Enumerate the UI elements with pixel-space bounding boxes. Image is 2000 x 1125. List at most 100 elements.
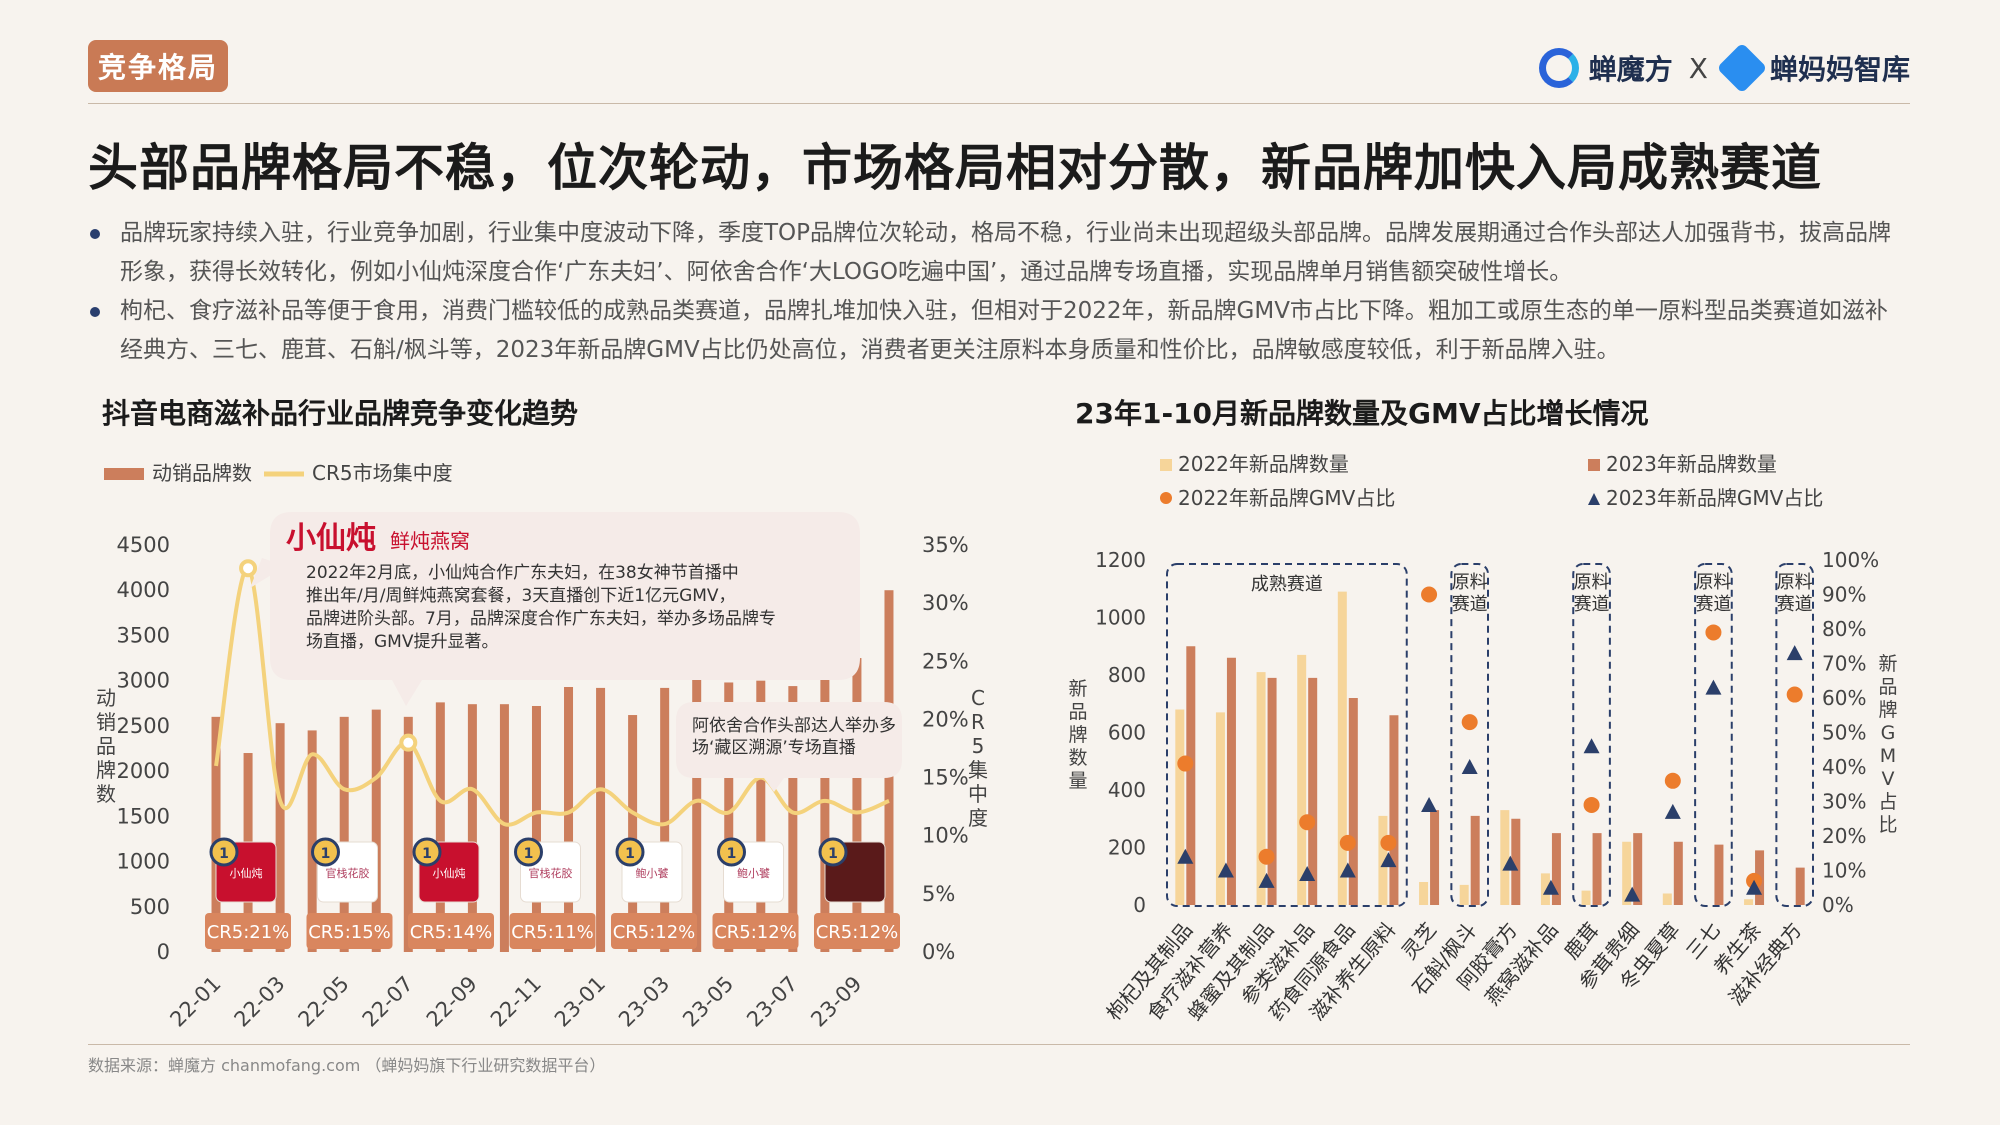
y2-tick-label: 80% <box>1822 617 1866 641</box>
point-2023-gmv-share <box>1380 852 1397 868</box>
left-chart: 动销品牌数 CR5市场集中度 0 500 1000 1500 2000 2500 3000 350… <box>96 461 988 1032</box>
right-chart: 2022年新品牌数量 2023年新品牌数量 2022年新品牌GMV占比 2023年新品… <box>1068 452 1897 1025</box>
right-chart-title: 23年1-10月新品牌数量及GMV占比增长情况 <box>1075 397 1649 430</box>
y2-axis-title: C R 5 集中度 <box>968 686 988 830</box>
legend-swatch-2022-gmv <box>1160 492 1172 504</box>
y2-tick-label: 30% <box>922 591 969 615</box>
cr5-badge <box>306 913 393 949</box>
brand-name-2: 蝉妈妈智库 <box>1769 53 1910 86</box>
point-2023-gmv-share <box>1177 848 1194 864</box>
point-2022-gmv-share <box>1664 772 1681 789</box>
bullet-item: 品牌玩家持续入驻，行业竞争加剧，行业集中度波动下降，季度TOP品牌位次轮动，格局… <box>88 214 1908 292</box>
bar-2023-new-brands <box>1795 867 1805 905</box>
y2-tick-label: 50% <box>1822 721 1866 745</box>
medal-rank: 1 <box>727 846 737 862</box>
point-2023-gmv-share <box>1746 879 1763 895</box>
y2-tick-label: 20% <box>1822 824 1866 848</box>
medal-rank: 1 <box>422 846 432 862</box>
cr5-highlight-point <box>399 733 418 752</box>
point-2023-gmv-share <box>1339 862 1356 878</box>
x-tick-label: 23-01 <box>550 972 610 1032</box>
y2-tick-label: 90% <box>1822 583 1866 607</box>
callout-box-2 <box>676 702 902 792</box>
cr5-badge-label: CR5:21% <box>207 922 290 943</box>
segment-box <box>1572 563 1611 907</box>
y2-tick-label: 15% <box>922 766 969 790</box>
bar-2022-new-brands <box>1459 884 1469 905</box>
x-tick-label: 22-01 <box>165 972 225 1032</box>
point-2022-gmv-share <box>1299 814 1316 831</box>
y2-tick-label: 100% <box>1822 548 1879 572</box>
y-tick-label: 500 <box>130 895 170 919</box>
bar-brand-count <box>692 671 702 952</box>
legend-label-bar: 动销品牌数 <box>152 461 252 485</box>
bullet-item: 枸杞、食疗滋补品等便于食用，消费门槛较低的成熟品类赛道，品牌扎堆加快入驻，但相对… <box>88 292 1908 370</box>
medal-icon <box>717 837 746 867</box>
point-2022-gmv-share <box>1177 755 1194 772</box>
point-2022-gmv-share <box>1705 624 1722 641</box>
bar-2023-new-brands <box>1226 657 1236 905</box>
point-2023-gmv-share <box>1664 803 1681 819</box>
y2-tick-label: 40% <box>1822 755 1866 779</box>
segment-box <box>1450 563 1489 907</box>
bar-brand-count <box>756 680 766 952</box>
top-brand-logo-text: 官栈花胶 <box>529 866 573 880</box>
medal-icon <box>412 837 442 867</box>
y2-tick-label: 25% <box>922 649 969 673</box>
cr5-badge-label: CR5:14% <box>410 922 493 943</box>
medal-icon <box>209 837 239 867</box>
point-2023-gmv-share <box>1461 759 1478 774</box>
y-axis-title: 新品牌数量 <box>1068 678 1087 792</box>
callout-2-text: 阿依舍合作头部达人举办多场‘藏区溯源’专场直播 <box>692 716 896 758</box>
point-2022-gmv-share <box>1583 796 1600 813</box>
bar-2023-new-brands <box>1551 833 1561 905</box>
medal-icon <box>615 837 645 867</box>
bar-brand-count <box>660 687 670 952</box>
bar-2023-new-brands <box>1267 677 1277 905</box>
y-tick-label: 1000 <box>1095 606 1146 630</box>
cr5-badge-label: CR5:12% <box>816 922 899 943</box>
y-tick-label: 800 <box>1108 663 1146 687</box>
brand-logos: 蝉魔方 X 蝉妈妈智库 <box>1538 42 1910 94</box>
medal-rank: 1 <box>828 846 838 862</box>
cr5-badge <box>205 913 291 949</box>
y2-tick-label: 5% <box>922 882 955 906</box>
segment-box-label: 成熟赛道 <box>1251 574 1323 595</box>
x-tick-label: 22-07 <box>358 972 418 1032</box>
bar-2023-new-brands <box>1714 844 1724 905</box>
legend-swatch-2023-count <box>1588 459 1600 471</box>
point-2022-gmv-share <box>1380 834 1397 851</box>
x-tick-label: 23-09 <box>806 972 866 1032</box>
cr5-badge-label: CR5:12% <box>613 922 696 943</box>
y-tick-label: 4500 <box>117 533 170 557</box>
bar-2023-new-brands <box>1308 677 1318 905</box>
cr5-badge <box>712 913 799 949</box>
cr5-badge-label: CR5:11% <box>511 922 594 943</box>
medal-icon <box>818 837 848 867</box>
point-2023-gmv-share <box>1217 862 1234 878</box>
y-tick-label: 400 <box>1108 778 1146 802</box>
bar-brand-count <box>564 686 574 952</box>
bar-brand-count <box>371 709 381 952</box>
medal-rank: 1 <box>625 846 635 862</box>
bar-2023-new-brands <box>1186 646 1196 905</box>
cr5-badge <box>509 913 596 949</box>
bar-2023-new-brands <box>1673 841 1683 905</box>
bar-2022-new-brands <box>1175 709 1185 905</box>
medal-rank: 1 <box>524 846 534 862</box>
bar-brand-count <box>852 658 862 952</box>
top-brand-logo-text: 鲍小饕 <box>636 866 669 880</box>
cr5-badge-label: CR5:12% <box>714 922 797 943</box>
x-tick-label: 22-09 <box>422 972 482 1032</box>
bar-brand-count <box>339 716 349 952</box>
bar-2022-new-brands <box>1337 591 1347 905</box>
bar-brand-count <box>307 730 317 952</box>
bar-2022-new-brands <box>1419 882 1429 905</box>
top-brand-logo-text: 鲍小饕 <box>737 866 770 880</box>
bar-2023-new-brands <box>1389 715 1399 905</box>
segment-box-label: 原料赛道 <box>1574 572 1610 615</box>
callout-1-logo-sub: 鲜炖燕窝 <box>390 529 470 553</box>
point-2023-gmv-share <box>1624 886 1641 902</box>
bar-2022-new-brands <box>1744 899 1754 905</box>
section-tag: 竞争格局 <box>88 40 228 92</box>
